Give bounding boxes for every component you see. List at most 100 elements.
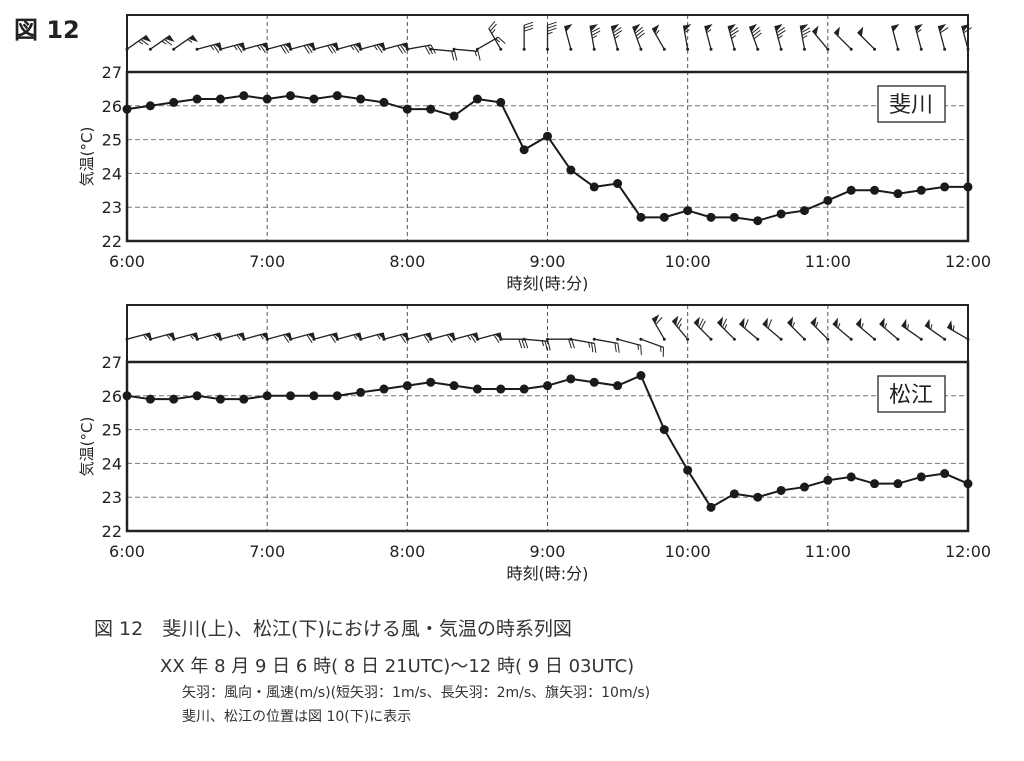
wind-barb-icon (774, 23, 786, 51)
wind-barb-icon (632, 23, 645, 51)
wind-barb-icon (172, 34, 198, 51)
barb-flag (856, 317, 862, 328)
wind-barb-icon (810, 316, 830, 341)
temperature-point (239, 91, 249, 101)
barb-short (724, 324, 728, 330)
y-tick-label: 27 (102, 63, 122, 82)
temperature-point (589, 182, 599, 192)
temperature-point (636, 212, 646, 222)
wind-barb-icon (704, 23, 713, 51)
temperature-point (122, 391, 132, 401)
temperature-point (659, 212, 669, 222)
barb-long (489, 23, 497, 32)
barb-staff (855, 323, 875, 340)
barb-long (721, 318, 728, 328)
barb-long (280, 45, 287, 54)
barb-long (424, 45, 431, 55)
barb-short (143, 334, 148, 340)
barb-short (655, 29, 660, 35)
barb-flag (812, 25, 819, 36)
barb-staff (196, 332, 221, 340)
temperature-point (706, 212, 716, 222)
x-tick-label: 11:00 (805, 252, 851, 271)
temperature-point (192, 391, 202, 401)
temperature-point (916, 472, 926, 482)
barb-short (588, 342, 591, 348)
x-tick-label: 9:00 (530, 542, 566, 561)
barb-short (684, 29, 690, 33)
wind-barb-icon (716, 316, 736, 341)
temperature-point (613, 381, 623, 391)
barb-long (521, 339, 526, 349)
station-label-box (877, 85, 946, 123)
temperature-point (379, 384, 389, 394)
wind-barb-icon (811, 25, 830, 51)
wind-barb-icon (499, 337, 529, 349)
barb-long (634, 26, 643, 34)
wind-barb-icon (405, 332, 433, 343)
barb-staff (762, 323, 782, 340)
barb-long (751, 26, 760, 34)
barb-long (376, 44, 383, 53)
barb-short (474, 50, 478, 57)
temperature-point (169, 394, 179, 404)
barb-long (617, 343, 620, 353)
temperature-point (799, 482, 809, 492)
x-tick-label: 6:00 (109, 252, 145, 271)
barb-flag (834, 26, 840, 37)
wind-barb-icon (639, 337, 664, 357)
temperature-point (940, 182, 950, 192)
barb-long (353, 44, 360, 53)
wind-barb-icon (195, 42, 223, 53)
barb-short (678, 323, 682, 329)
barb-long (571, 339, 575, 349)
temperature-point (426, 377, 436, 387)
y-tick-label: 26 (102, 387, 122, 406)
wind-barb-icon (762, 317, 783, 341)
temperature-point (286, 391, 296, 401)
wind-barb-icon (914, 23, 923, 51)
barb-long (329, 44, 336, 53)
temperature-point (519, 145, 529, 155)
x-tick-label: 6:00 (109, 542, 145, 561)
wind-barb-icon (429, 332, 456, 343)
temperature-point (893, 479, 903, 489)
barb-flag (810, 316, 817, 327)
wind-barb-icon (891, 23, 900, 51)
barb-short (861, 323, 864, 329)
wind-barb-icon (265, 42, 293, 54)
barb-long (213, 44, 220, 53)
barb-long (655, 317, 663, 325)
barb-staff (220, 42, 244, 50)
barb-short (706, 29, 712, 34)
barb-long (303, 45, 310, 54)
temperature-point (496, 97, 506, 107)
barb-flag (165, 35, 175, 42)
barb-flag (891, 23, 900, 32)
temperature-point (963, 182, 973, 192)
temperature-point (823, 195, 833, 205)
wind-barb-icon (748, 23, 762, 51)
barb-long (140, 39, 149, 46)
barb-flag (717, 316, 724, 327)
wind-barb-icon (857, 26, 877, 51)
temperature-point (309, 94, 319, 104)
barb-long (801, 30, 811, 36)
panel-matsue: 22 23 24 25 26 27 6:00 7:00 8:00 9:00 10:00 11:00 12… (78, 304, 991, 583)
wind-barb-icon (799, 24, 811, 51)
wind-barb-icon (172, 332, 199, 341)
barb-long (259, 44, 266, 53)
wind-barb-icon (359, 42, 386, 53)
y-tick-label: 26 (102, 97, 122, 116)
barb-short (731, 34, 737, 39)
x-axis-label: 時刻(時:分) (507, 564, 589, 583)
barb-flag (857, 26, 864, 37)
barb-short (166, 334, 171, 340)
temperature-point (426, 104, 436, 114)
wind-barb-icon (148, 332, 176, 341)
barb-staff (220, 332, 244, 340)
barb-staff (453, 48, 479, 52)
barb-long (777, 30, 786, 37)
barb-long (326, 45, 334, 54)
barb-short (815, 322, 819, 328)
